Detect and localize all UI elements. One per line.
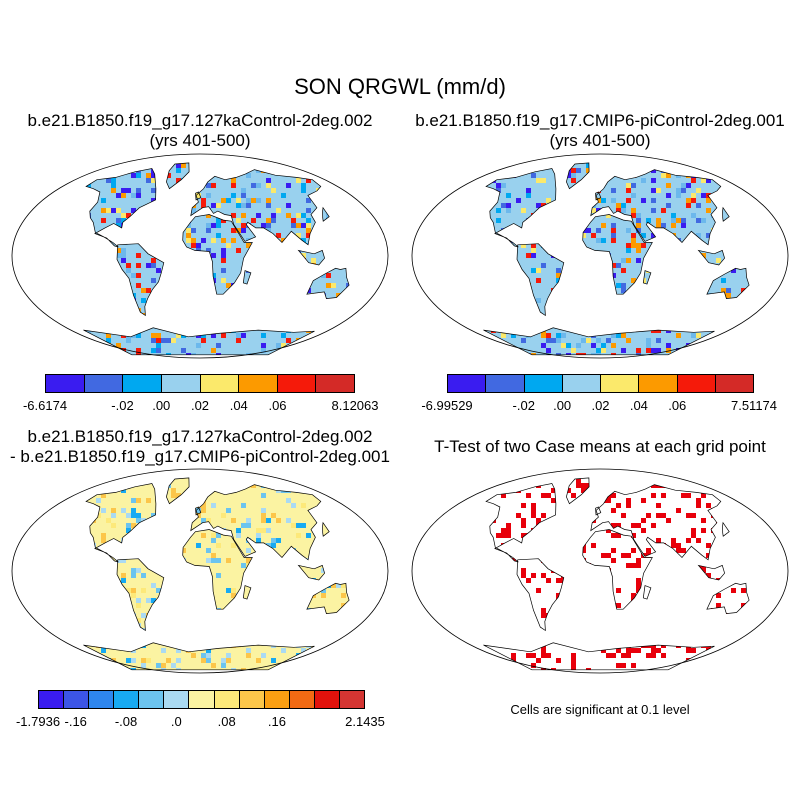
- colorbar-swatch: [601, 375, 640, 392]
- colorbar-swatch: [715, 375, 753, 392]
- panel-subtitle-bottom-left: - b.e21.B1850.f19_g17.CMIP6-piControl-2d…: [10, 447, 390, 466]
- colorbar-swatch: [562, 375, 601, 392]
- colorbar-bottom-left: [38, 690, 365, 709]
- colorbar-swatch: [139, 691, 165, 708]
- colorbar-tick-label: 2.1435: [345, 714, 385, 729]
- colorbar-tick-label: 7.51174: [730, 398, 778, 413]
- colorbar-swatch: [200, 375, 240, 392]
- colorbar-swatch: [189, 691, 215, 708]
- map-panel-top-left: [11, 153, 389, 359]
- colorbar-tick-label: -.08: [114, 714, 138, 729]
- colorbar-tick-label: -1.7936: [15, 714, 61, 729]
- panel-title-bottom-right: T-Test of two Case means at each grid po…: [434, 437, 766, 456]
- colorbar-swatch: [239, 691, 265, 708]
- panel-subtitle-top-left: (yrs 401-500): [149, 131, 251, 150]
- colorbar-swatch: [84, 375, 124, 392]
- colorbar-tick-label: .06: [668, 398, 687, 413]
- panel-title-top-right: b.e21.B1850.f19_g17.CMIP6-piControl-2deg…: [415, 111, 785, 130]
- colorbar-tick-label: .08: [217, 714, 236, 729]
- panel-title-bottom-left: b.e21.B1850.f19_g17.127kaControl-2deg.00…: [27, 427, 373, 446]
- colorbar-swatch: [264, 691, 290, 708]
- colorbar-swatch: [161, 375, 201, 392]
- colorbar-tick-label: .00: [553, 398, 572, 413]
- colorbar-swatch: [314, 691, 340, 708]
- colorbar-swatch: [448, 375, 487, 392]
- colorbar-top-right: [447, 374, 754, 393]
- panel-subtitle-top-right: (yrs 401-500): [549, 131, 651, 150]
- colorbar-swatch: [64, 691, 90, 708]
- colorbar-tick-label: .16: [267, 714, 286, 729]
- colorbar-tick-label: .02: [591, 398, 610, 413]
- significance-note: Cells are significant at 0.1 level: [510, 702, 690, 717]
- colorbar-swatch: [89, 691, 115, 708]
- colorbar-swatch: [164, 691, 190, 708]
- map-panel-top-right: [411, 153, 789, 359]
- colorbar-swatch: [277, 375, 317, 392]
- colorbar-tick-label: .0: [170, 714, 182, 729]
- figure-title: SON QRGWL (mm/d): [294, 74, 506, 99]
- colorbar-swatch: [39, 691, 65, 708]
- colorbar-swatch: [46, 375, 85, 392]
- colorbar-tick-label: -.02: [512, 398, 535, 413]
- colorbar-swatch: [114, 691, 140, 708]
- colorbar-swatch: [214, 691, 240, 708]
- colorbar-swatch: [239, 375, 278, 392]
- map-panel-bottom-right: [411, 468, 789, 674]
- colorbar-swatch: [123, 375, 162, 392]
- colorbar-tick-label: .02: [190, 398, 210, 413]
- colorbar-tick-label: .06: [268, 398, 287, 413]
- colorbar-tick-label: -.02: [111, 398, 134, 413]
- colorbar-swatch: [316, 375, 354, 392]
- colorbar-swatch: [289, 691, 315, 708]
- colorbar-tick-label: 8.12063: [331, 398, 379, 413]
- colorbar-swatch: [677, 375, 716, 392]
- colorbar-swatch: [486, 375, 525, 392]
- colorbar-tick-label: -.16: [64, 714, 87, 729]
- colorbar-tick-label: -6.6174: [22, 398, 68, 413]
- colorbar-swatch: [339, 691, 365, 708]
- colorbar-tick-label: .00: [152, 398, 171, 413]
- colorbar-swatch: [524, 375, 563, 392]
- colorbar-tick-label: -6.99529: [421, 398, 473, 413]
- colorbar-tick-label: .04: [629, 398, 648, 413]
- colorbar-swatch: [639, 375, 678, 392]
- colorbar-tick-label: .04: [229, 398, 248, 413]
- map-panel-bottom-left: [11, 468, 389, 674]
- panel-title-top-left: b.e21.B1850.f19_g17.127kaControl-2deg.00…: [27, 111, 373, 130]
- colorbar-top-left: [45, 374, 355, 393]
